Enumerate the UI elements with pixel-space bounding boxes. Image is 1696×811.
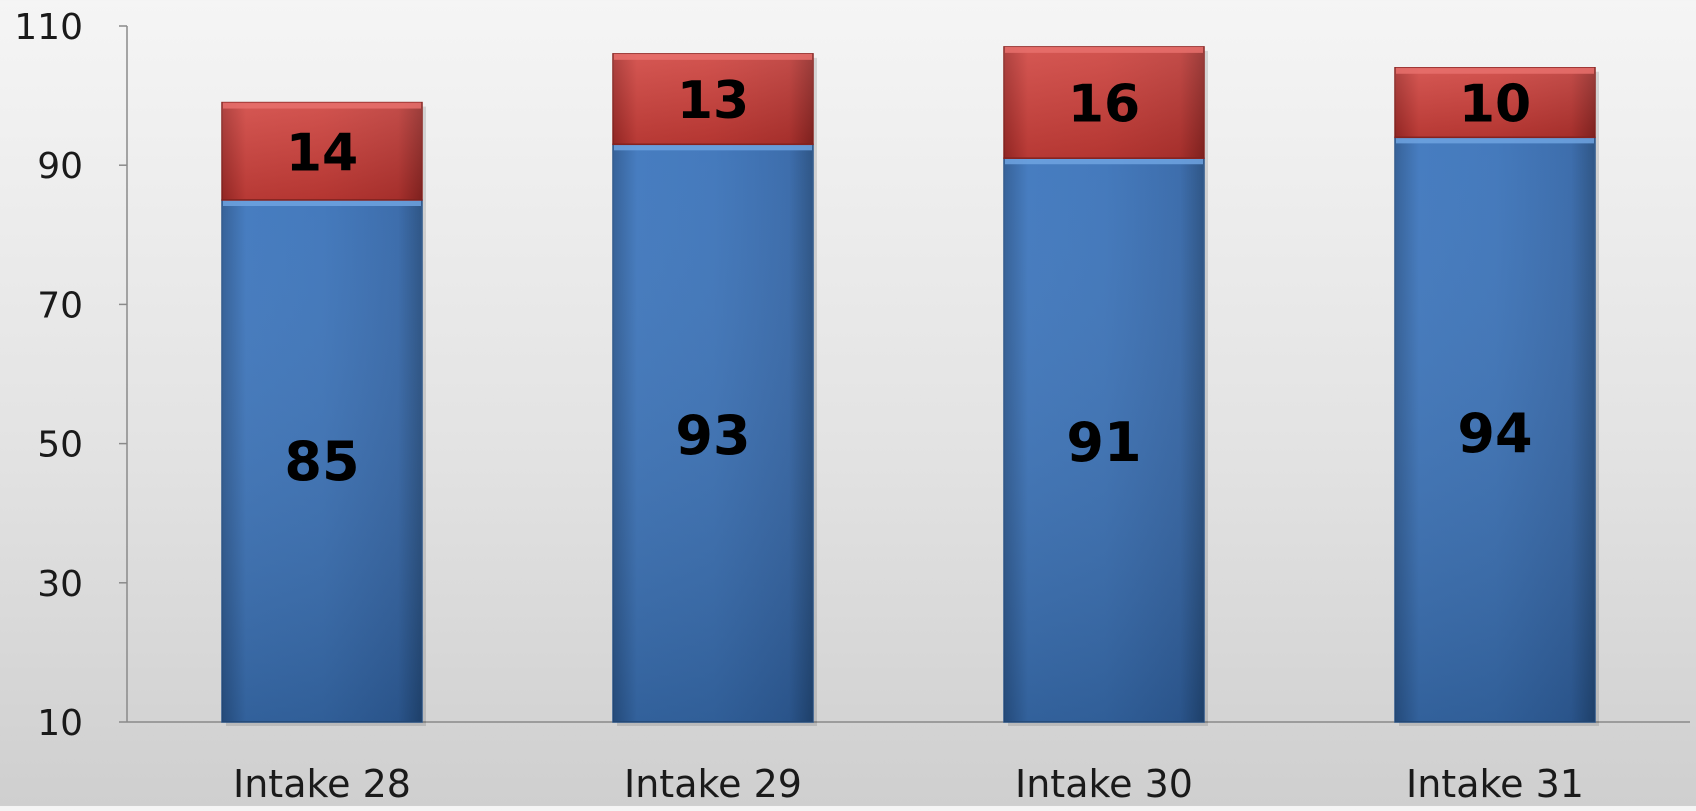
data-label-series-1: 94 xyxy=(1457,402,1532,465)
y-tick-label: 50 xyxy=(37,425,83,466)
data-label-series-2: 13 xyxy=(677,71,749,131)
bar-segment-series-1-shade xyxy=(1395,137,1595,723)
bar-segment-series-2-edge xyxy=(223,102,421,109)
bar-segment-series-2-shade xyxy=(222,102,422,200)
x-category-label: Intake 29 xyxy=(624,762,802,806)
bar-segment-series-2-shade xyxy=(613,53,813,145)
data-label-series-1: 85 xyxy=(284,430,359,493)
x-category-label: Intake 30 xyxy=(1015,762,1193,806)
bar-segment-series-1-edge xyxy=(223,200,421,206)
bar-segment-series-2-edge xyxy=(614,53,812,60)
data-label-series-1: 93 xyxy=(675,404,750,467)
bar-segment-series-2-shade xyxy=(1395,67,1595,138)
bar-segment-series-1-shade xyxy=(1004,158,1204,723)
bar-segment-series-1-shade xyxy=(613,144,813,722)
x-category-label: Intake 31 xyxy=(1406,762,1584,806)
x-category-label: Intake 28 xyxy=(233,762,411,806)
bar-segment-series-1-edge xyxy=(614,144,812,151)
bar-segment-series-2-shade xyxy=(1004,46,1204,159)
y-tick-label: 30 xyxy=(37,564,83,605)
bar-segment-series-1-edge xyxy=(1005,158,1203,165)
data-label-series-2: 10 xyxy=(1459,75,1531,135)
y-tick-label: 90 xyxy=(37,146,83,187)
bar-segment-series-1-edge xyxy=(1396,137,1594,144)
data-label-series-2: 14 xyxy=(286,123,358,183)
bar-segment-series-2-edge xyxy=(1396,67,1594,74)
y-tick-label: 70 xyxy=(37,285,83,326)
bar-segment-series-2-edge xyxy=(1005,46,1203,53)
data-label-series-2: 16 xyxy=(1068,75,1140,135)
y-tick-label: 110 xyxy=(14,7,83,48)
bar-segment-series-1-shade xyxy=(222,200,422,722)
data-label-series-1: 91 xyxy=(1066,411,1141,474)
y-tick-label: 10 xyxy=(37,703,83,744)
